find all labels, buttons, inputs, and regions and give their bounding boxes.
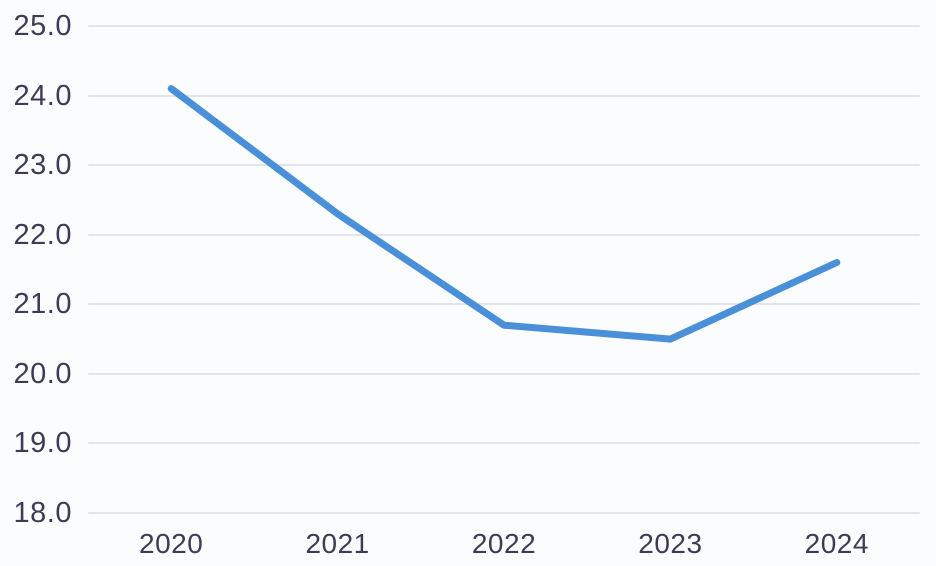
y-tick-label: 20.0 xyxy=(13,357,72,390)
gridline xyxy=(88,442,920,445)
x-tick-label: 2020 xyxy=(139,528,204,559)
y-tick-label: 21.0 xyxy=(13,288,72,321)
data-line-series-1 xyxy=(167,85,841,343)
gridline xyxy=(88,25,920,27)
y-tick-label: 23.0 xyxy=(13,149,72,182)
y-tick-label: 22.0 xyxy=(13,218,72,251)
gridline xyxy=(88,303,920,306)
x-tick-label: 2021 xyxy=(305,528,370,559)
x-tick-label: 2023 xyxy=(638,528,703,559)
x-tick-label: 2024 xyxy=(804,528,869,559)
gridline xyxy=(88,164,920,167)
gridline xyxy=(88,512,920,514)
y-tick-label: 19.0 xyxy=(13,427,72,460)
gridline xyxy=(88,233,920,236)
gridline xyxy=(88,372,920,375)
y-tick-label: 24.0 xyxy=(13,79,72,112)
x-tick-label: 2022 xyxy=(471,528,537,559)
y-tick-label: 18.0 xyxy=(13,497,72,529)
gridline xyxy=(88,94,920,97)
y-tick-label: 25.0 xyxy=(13,10,72,42)
